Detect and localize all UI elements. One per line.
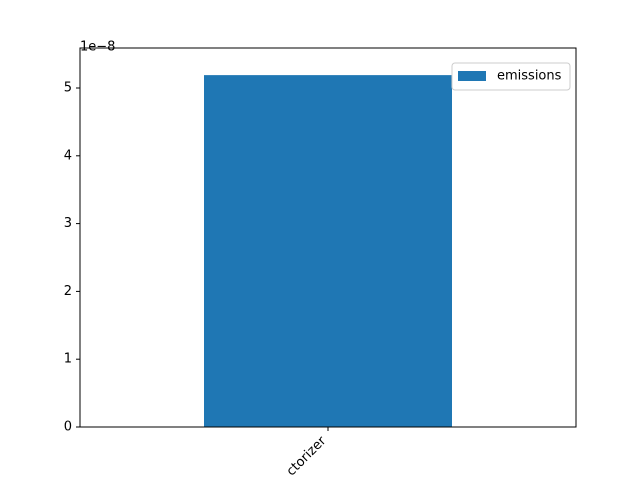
y-tick-label: 4 [64, 148, 72, 163]
x-tick-label: ctorizer [284, 433, 330, 479]
plot-frame [79, 47, 577, 428]
y-tick-label: 5 [64, 81, 72, 96]
y-tick-label: 2 [64, 284, 72, 299]
y-offset-label: 1e−8 [80, 40, 115, 55]
y-tick-label: 1 [64, 352, 72, 367]
legend-box [451, 62, 571, 91]
legend-swatch [458, 71, 486, 81]
legend-label: emissions [497, 69, 562, 84]
y-tick-label: 3 [64, 216, 72, 231]
bar [204, 75, 452, 427]
y-tick-label: 0 [64, 420, 72, 435]
